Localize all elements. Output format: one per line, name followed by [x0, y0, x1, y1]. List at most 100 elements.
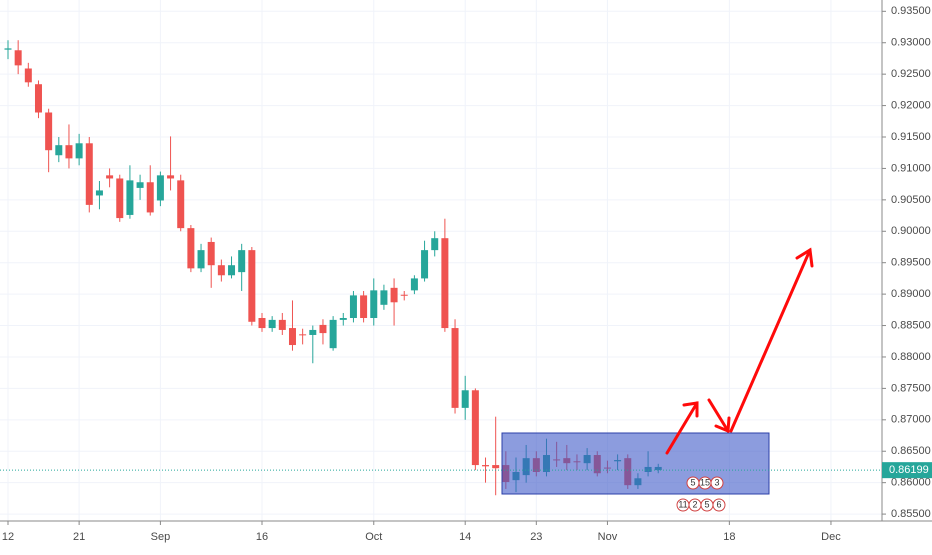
arrow-head	[714, 416, 731, 434]
candle-body	[106, 175, 114, 179]
candle-body	[75, 143, 83, 159]
candle-body	[4, 48, 12, 50]
arrow-head	[795, 247, 814, 268]
last-price-box	[882, 462, 932, 479]
candle-body	[85, 143, 93, 205]
candle-body	[319, 324, 327, 334]
candle-body	[238, 250, 246, 273]
x-tick-label: Sep	[151, 531, 171, 543]
candle-body	[461, 390, 469, 408]
arrow	[665, 401, 699, 455]
candle-body	[156, 175, 164, 201]
candle-body	[471, 390, 479, 466]
candle-body	[451, 328, 459, 408]
candle-body	[329, 319, 337, 349]
candle-body	[116, 178, 124, 219]
candle-body	[349, 295, 357, 319]
candle-body	[95, 190, 103, 196]
candle-body	[309, 329, 317, 335]
candle-body	[167, 175, 175, 179]
last-price-label: 0.86199	[889, 464, 929, 476]
y-tick-label: 0.89500	[891, 257, 931, 269]
candle-body	[217, 265, 225, 276]
event-badge-label: 11	[678, 499, 687, 509]
x-tick-label: 14	[459, 531, 471, 543]
event-badge-label: 15	[700, 477, 710, 487]
candle-body	[360, 295, 368, 319]
x-tick-label: Dec	[821, 531, 841, 543]
candles	[4, 40, 662, 496]
arrow-head	[682, 401, 699, 418]
y-tick-label: 0.89000	[891, 288, 931, 300]
x-tick-label: 12	[2, 531, 14, 543]
y-tick-label: 0.93000	[891, 37, 931, 49]
candle-body	[258, 318, 266, 329]
event-badge-label: 2	[692, 499, 697, 509]
x-tick-label: 16	[256, 531, 268, 543]
event-badge-label: 5	[704, 499, 709, 509]
event-badge	[710, 476, 724, 490]
arrows	[665, 247, 814, 455]
axes: 0.85500 0.86000 0.86500 0.87000 0.87500 0.880…	[0, 5, 932, 543]
y-tick-label: 0.87000	[891, 414, 931, 426]
candle-body	[136, 182, 144, 188]
arrow	[707, 398, 730, 433]
candle-body	[339, 318, 347, 320]
x-tick-label: Oct	[365, 531, 382, 543]
candle-body	[492, 465, 500, 469]
y-tick-label: 0.91500	[891, 131, 931, 143]
candle-body	[278, 319, 286, 330]
candle-body	[34, 84, 42, 113]
x-tick-label: 21	[73, 531, 85, 543]
y-tick-label: 0.93500	[891, 5, 931, 17]
candle-body	[288, 328, 296, 346]
y-tick-label: 0.92500	[891, 68, 931, 80]
events: 5 15 311 2 5 6	[676, 476, 726, 512]
candle-body	[421, 250, 429, 279]
x-tick-label: 18	[723, 531, 735, 543]
event-badge	[712, 498, 726, 512]
candle-body	[126, 180, 134, 215]
candle-body	[65, 145, 73, 159]
candle-body	[24, 68, 32, 83]
y-tick-label: 0.88500	[891, 319, 931, 331]
y-tick-label: 0.92000	[891, 99, 931, 111]
candle-body	[299, 334, 307, 336]
y-tick-label: 0.90000	[891, 225, 931, 237]
y-tick-label: 0.90500	[891, 194, 931, 206]
candle-body	[380, 290, 388, 305]
x-tick-label: 23	[530, 531, 542, 543]
candle-body	[431, 238, 439, 251]
y-tick-label: 0.86000	[891, 477, 931, 489]
arrow	[729, 248, 812, 433]
event-badge-label: 5	[690, 477, 695, 487]
x-tick-label: Nov	[598, 531, 618, 543]
y-tick-label: 0.85500	[891, 508, 931, 520]
event-badge-label: 6	[716, 499, 721, 509]
candle-body	[187, 228, 195, 269]
candle-body	[248, 250, 256, 322]
candle-body	[441, 238, 449, 329]
y-tick-label: 0.88000	[891, 351, 931, 363]
candle-body	[410, 278, 418, 291]
event-badge-label: 3	[714, 477, 719, 487]
candle-body	[370, 290, 378, 319]
candle-body	[55, 145, 63, 156]
candle-body	[45, 112, 53, 151]
candle-body	[400, 294, 408, 296]
range-box	[501, 432, 770, 495]
candle-body	[228, 265, 236, 276]
candle-body	[197, 250, 205, 269]
candle-body	[14, 50, 22, 66]
candle-body	[390, 287, 398, 303]
y-tick-label: 0.91000	[891, 162, 931, 174]
candle-body	[207, 241, 215, 266]
candle-body	[146, 182, 154, 213]
y-tick-label: 0.87500	[891, 382, 931, 394]
candle-body	[482, 465, 490, 467]
y-tick-label: 0.86500	[891, 445, 931, 457]
candle-body	[268, 319, 276, 329]
candle-body	[177, 180, 185, 229]
